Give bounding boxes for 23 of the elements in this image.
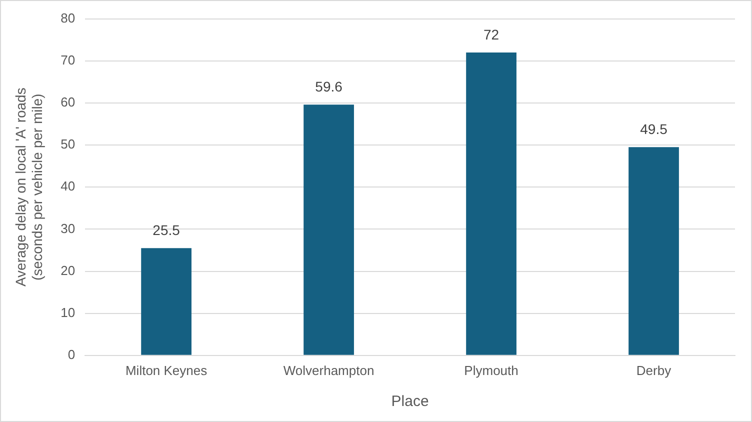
y-tick-label: 40 xyxy=(60,178,76,194)
x-tick-label: Wolverhampton xyxy=(283,362,374,378)
data-label: 72 xyxy=(483,26,500,42)
data-label: 59.6 xyxy=(315,78,343,94)
y-tick-label: 60 xyxy=(60,94,76,110)
bar xyxy=(141,248,192,355)
x-tick-label: Milton Keynes xyxy=(125,362,208,378)
y-tick-label: 20 xyxy=(60,262,76,278)
y-tick-label: 10 xyxy=(60,304,76,320)
y-tick-label: 80 xyxy=(60,10,76,26)
data-label: 25.5 xyxy=(152,222,180,238)
y-tick-label: 30 xyxy=(60,220,76,236)
bar xyxy=(466,52,516,355)
y-tick-label: 70 xyxy=(60,52,76,68)
y-axis-title: Average delay on local 'A' roads (seconds per vehicle per mile) xyxy=(12,88,46,287)
bar xyxy=(628,147,679,355)
data-label: 49.5 xyxy=(640,120,668,137)
y-tick-label: 50 xyxy=(60,136,76,152)
x-tick-label: Derby xyxy=(636,362,672,378)
bar xyxy=(304,104,354,355)
x-tick-label: Plymouth xyxy=(464,362,518,378)
y-tick-label: 0 xyxy=(68,346,76,362)
x-axis-title: Place xyxy=(391,393,429,410)
